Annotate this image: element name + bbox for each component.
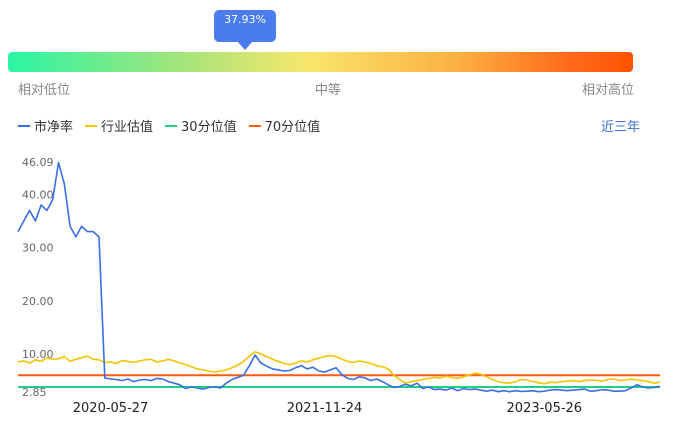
- gauge-low-label: 相对低位: [18, 83, 71, 98]
- legend-swatch-industry: [85, 124, 98, 127]
- y-tick-label: 46.09: [22, 156, 54, 169]
- gauge-gradient-bar: [8, 52, 633, 72]
- legend-label-pb: 市净率: [34, 120, 74, 135]
- legend-item-industry[interactable]: 行业估值: [85, 116, 153, 135]
- legend-label-industry: 行业估值: [101, 120, 154, 135]
- x-tick-label: 2020-05-27: [73, 401, 149, 416]
- y-tick-label: 40.00: [22, 188, 54, 201]
- legend-label-p70: 70分位值: [264, 120, 321, 135]
- x-tick-label: 2023-05-26: [507, 401, 583, 416]
- series-line-industry: [17, 350, 661, 385]
- legend-swatch-pb: [18, 124, 30, 127]
- x-tick-label: 2021-11-24: [287, 401, 363, 416]
- y-tick-label: 30.00: [22, 242, 54, 255]
- percentile-bubble: 37.93%: [214, 10, 277, 50]
- legend-swatch-p30: [165, 124, 178, 127]
- gauge-high-label: 相对高位: [582, 83, 635, 98]
- legend-label-p30: 30分位值: [181, 120, 237, 135]
- legend-swatch-p70: [248, 124, 261, 127]
- legend-item-pb[interactable]: 市净率: [18, 116, 73, 135]
- legend-item-p70[interactable]: 70分位值: [248, 116, 321, 135]
- series-line-pb: [17, 161, 661, 393]
- range-selector-three-years[interactable]: 近三年: [600, 120, 640, 135]
- legend-item-p30[interactable]: 30分位值: [165, 116, 237, 135]
- y-tick-label: 2.85: [22, 386, 47, 399]
- y-tick-label: 20.00: [22, 295, 54, 308]
- chart-legend: 市净率 行业估值 30分位值 70分位值: [18, 116, 320, 135]
- gauge-mid-label: 中等: [315, 83, 342, 98]
